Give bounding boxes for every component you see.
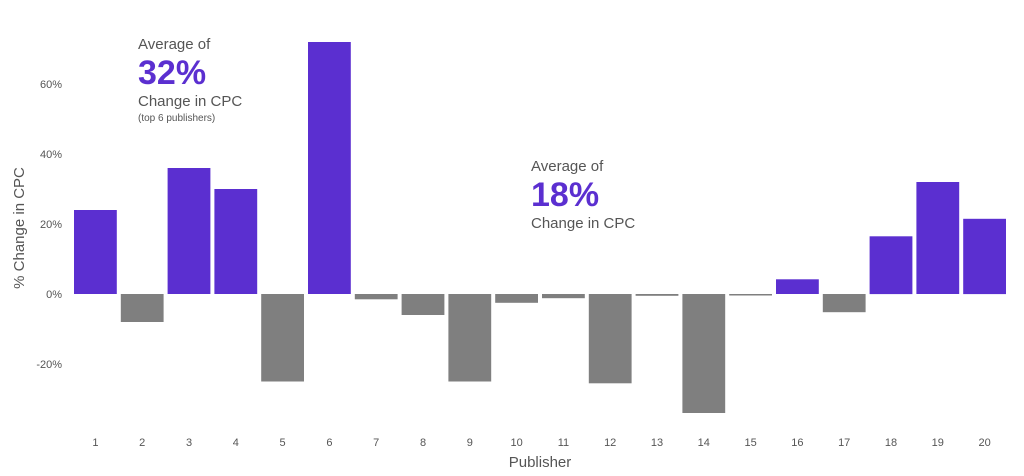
bar-publisher-13 xyxy=(635,294,679,296)
bar-publisher-11 xyxy=(542,294,585,299)
x-tick-label: 5 xyxy=(280,437,286,449)
bar-publisher-2 xyxy=(120,294,164,322)
bar-publisher-12 xyxy=(588,294,632,384)
bar-publisher-20 xyxy=(963,218,1006,295)
annotation-overall-average: Average of 18% Change in CPC xyxy=(531,158,635,232)
x-tick-label: 11 xyxy=(558,437,569,449)
y-tick-label: 20% xyxy=(40,219,62,231)
y-tick-label: 60% xyxy=(40,79,62,91)
bar-publisher-6 xyxy=(308,42,351,294)
x-tick-label: 7 xyxy=(373,437,379,449)
x-tick-label: 4 xyxy=(233,437,239,449)
x-axis-ticks: 1 2 3 4 5 6 7 8 9 10 11 12 13 14 15 16 17 18 19 20 xyxy=(92,437,990,449)
x-tick-label: 15 xyxy=(744,437,756,449)
bar-publisher-16 xyxy=(776,279,819,294)
bar-publisher-19 xyxy=(916,182,960,294)
annotation-value: 32% xyxy=(138,54,207,92)
bar-publisher-9 xyxy=(448,294,492,382)
y-axis-title: % Change in CPC xyxy=(11,167,28,289)
annotation-lead: Average of xyxy=(531,158,604,175)
x-tick-label: 19 xyxy=(932,437,944,449)
x-tick-label: 20 xyxy=(978,437,990,449)
bar-publisher-17 xyxy=(822,294,866,313)
x-tick-label: 8 xyxy=(420,437,426,449)
annotation-note: (top 6 publishers) xyxy=(138,113,216,124)
y-tick-label: 40% xyxy=(40,149,62,161)
y-tick-label: -20% xyxy=(36,359,62,371)
x-tick-label: 18 xyxy=(885,437,897,449)
y-tick-label: 0% xyxy=(46,289,62,301)
annotation-lead: Average of xyxy=(138,36,211,53)
x-tick-label: 13 xyxy=(651,437,663,449)
annotation-desc: Change in CPC xyxy=(138,93,243,110)
bar-publisher-3 xyxy=(167,168,211,294)
bar-publisher-18 xyxy=(869,236,913,295)
bar-publisher-5 xyxy=(261,294,304,382)
bar-publisher-15 xyxy=(729,294,772,296)
bars xyxy=(74,42,1006,413)
x-tick-label: 2 xyxy=(139,437,145,449)
x-tick-label: 3 xyxy=(186,437,192,449)
bar-publisher-8 xyxy=(401,294,445,315)
y-axis-ticks: -20% 0% 20% 40% 60% xyxy=(36,79,62,371)
bar-publisher-7 xyxy=(354,294,398,300)
x-tick-label: 14 xyxy=(698,437,710,449)
x-tick-label: 16 xyxy=(791,437,803,449)
x-tick-label: 17 xyxy=(838,437,850,449)
bar-publisher-10 xyxy=(495,294,538,303)
annotation-value: 18% xyxy=(531,176,600,214)
bar-publisher-4 xyxy=(214,189,258,294)
annotation-top6-average: Average of 32% Change in CPC (top 6 publ… xyxy=(138,36,242,124)
x-tick-label: 10 xyxy=(510,437,522,449)
bar-publisher-1 xyxy=(74,210,117,294)
x-tick-label: 12 xyxy=(604,437,616,449)
x-tick-label: 9 xyxy=(467,437,473,449)
x-tick-label: 1 xyxy=(92,437,98,449)
x-tick-label: 6 xyxy=(326,437,332,449)
annotation-desc: Change in CPC xyxy=(531,215,636,232)
bar-publisher-14 xyxy=(682,294,726,413)
x-axis-title: Publisher xyxy=(509,454,572,471)
